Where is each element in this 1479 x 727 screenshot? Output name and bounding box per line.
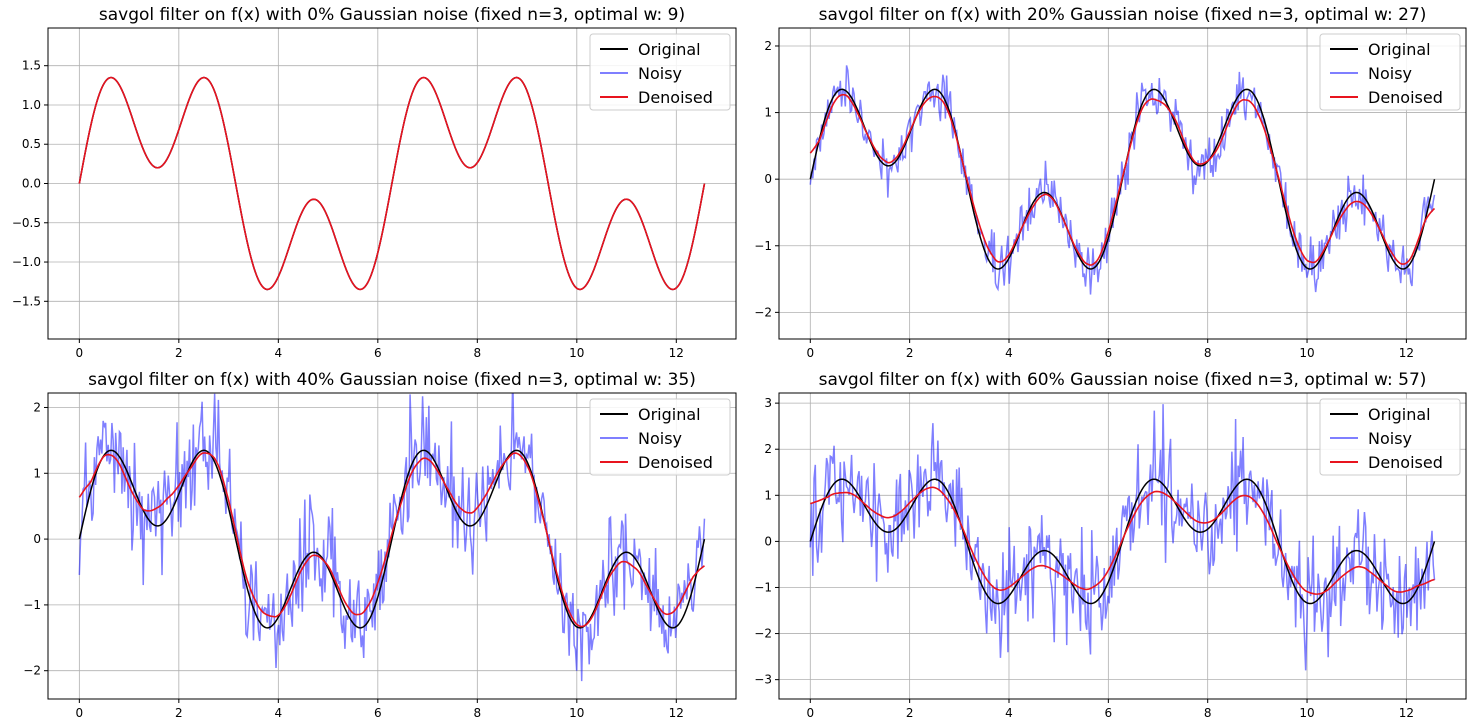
legend-original-label: Original (1368, 40, 1431, 59)
legend-original-label: Original (638, 405, 701, 424)
legend-box (1319, 398, 1461, 476)
x-tick-label: 4 (275, 346, 283, 360)
legend-original-label: Original (638, 40, 701, 59)
y-tick-label: 1.0 (22, 98, 41, 112)
legend-denoised-label: Denoised (638, 88, 713, 107)
legend: Original Noisy Denoised (1319, 33, 1461, 111)
y-tick-label: 0.5 (22, 137, 41, 151)
x-tick-label: 6 (374, 346, 382, 360)
legend-denoised-label: Denoised (1368, 88, 1443, 107)
x-tick-label: 8 (1204, 346, 1212, 360)
legend-denoised-label: Denoised (1368, 453, 1443, 472)
y-tick-label: 1 (764, 106, 772, 120)
legend-box (589, 398, 731, 476)
x-tick-label: 0 (806, 706, 814, 720)
x-tick-label: 4 (1005, 706, 1013, 720)
axes-frame (778, 27, 1467, 340)
subplot-1: 0 2 4 6 8 10 12 −1.5 −1.0 −0.5 0.0 0.5 1.0 1.5 savgol … (12, 5, 737, 360)
subplot-title: savgol filter on f(x) with 0% Gaussian n… (99, 5, 685, 25)
y-tick-label: 0 (33, 532, 41, 546)
y-tick-label: 1 (764, 488, 772, 502)
subplot-title: savgol filter on f(x) with 20% Gaussian … (819, 5, 1427, 25)
x-tick-label: 2 (906, 346, 914, 360)
y-tick-label: −2 (23, 664, 41, 678)
x-tick-label: 0 (76, 346, 84, 360)
x-tick-label: 8 (473, 706, 481, 720)
series-denoised-line (78, 76, 706, 291)
y-tick-label: −2 (754, 305, 772, 319)
y-tick-label: 0 (764, 172, 772, 186)
axes-frame (47, 392, 737, 700)
y-tick-label: −1.5 (12, 294, 41, 308)
x-tick-label: 10 (569, 346, 584, 360)
legend-noisy-label: Noisy (638, 64, 682, 83)
series-denoised-line (809, 93, 1436, 266)
y-tick-label: 2 (764, 442, 772, 456)
y-tick-label: −1 (754, 580, 772, 594)
subplot-title: savgol filter on f(x) with 40% Gaussian … (88, 370, 696, 390)
x-tick-label: 10 (1299, 706, 1314, 720)
x-tick-label: 6 (1105, 706, 1113, 720)
x-tick-label: 10 (569, 706, 584, 720)
y-tick-label: −2 (754, 627, 772, 641)
legend-original-label: Original (1368, 405, 1431, 424)
x-tick-label: 2 (175, 706, 183, 720)
legend-noisy-label: Noisy (1368, 429, 1412, 448)
y-tick-label: −3 (754, 673, 772, 687)
x-tick-label: 12 (1399, 346, 1414, 360)
series-denoised-line (810, 486, 1435, 595)
y-tick-label: 0 (764, 534, 772, 548)
x-tick-label: 8 (1204, 706, 1212, 720)
x-tick-label: 2 (175, 346, 183, 360)
y-tick-label: −1 (754, 239, 772, 253)
x-tick-label: 2 (906, 706, 914, 720)
legend: Original Noisy Denoised (589, 33, 731, 111)
legend-noisy-label: Noisy (1368, 64, 1412, 83)
y-tick-label: 2 (33, 400, 41, 414)
y-tick-label: 1.5 (22, 59, 41, 73)
axes-frame (778, 392, 1467, 700)
x-tick-label: 4 (1005, 346, 1013, 360)
x-tick-label: 12 (1399, 706, 1414, 720)
y-tick-label: −1 (23, 598, 41, 612)
series-denoised-line (78, 452, 705, 628)
y-tick-label: −1.0 (12, 255, 41, 269)
x-tick-label: 4 (275, 706, 283, 720)
y-tick-label: 0.0 (22, 177, 41, 191)
x-tick-label: 12 (669, 706, 684, 720)
x-tick-label: 0 (76, 706, 84, 720)
legend: Original Noisy Denoised (1319, 398, 1461, 476)
x-tick-label: 6 (1105, 346, 1113, 360)
series-noisy-line (809, 65, 1436, 295)
series-noisy-line (809, 404, 1436, 671)
x-tick-label: 6 (374, 706, 382, 720)
y-tick-label: 2 (764, 39, 772, 53)
subplot-title: savgol filter on f(x) with 60% Gaussian … (819, 370, 1427, 390)
legend-box (589, 33, 731, 111)
axes-frame (47, 27, 737, 340)
legend-noisy-label: Noisy (638, 429, 682, 448)
legend-denoised-label: Denoised (638, 453, 713, 472)
y-tick-label: 3 (764, 396, 772, 410)
y-tick-label: 1 (33, 466, 41, 480)
y-tick-label: −0.5 (12, 216, 41, 230)
legend-box (1319, 33, 1461, 111)
legend: Original Noisy Denoised (589, 398, 731, 476)
x-tick-label: 10 (1299, 346, 1314, 360)
x-tick-label: 12 (669, 346, 684, 360)
x-tick-label: 8 (473, 346, 481, 360)
x-tick-label: 0 (806, 346, 814, 360)
series-original-line (78, 449, 706, 629)
